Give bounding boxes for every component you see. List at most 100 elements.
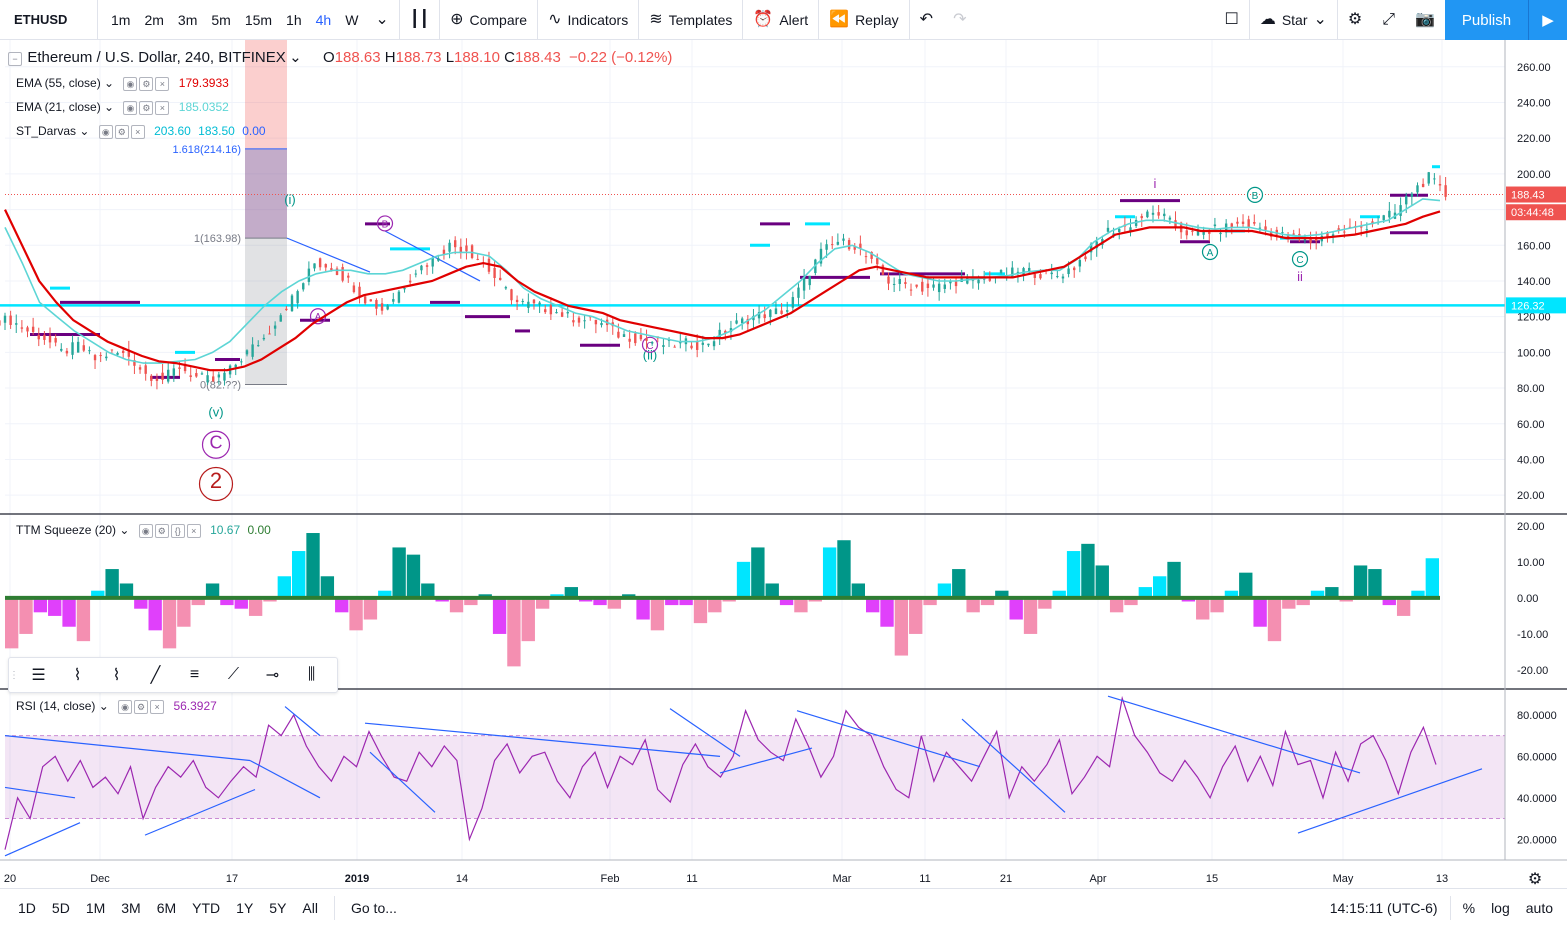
- range-1y[interactable]: 1Y: [236, 900, 254, 916]
- interval-1h[interactable]: 1h: [286, 11, 302, 28]
- interval-1m[interactable]: 1m: [111, 11, 131, 28]
- ttm-bar: [363, 597, 378, 620]
- interval-W[interactable]: W: [345, 11, 359, 28]
- range-5y[interactable]: 5Y: [269, 900, 287, 916]
- gear-icon[interactable]: ⚙: [134, 699, 149, 714]
- rsi-trend-line: [364, 722, 721, 757]
- gear-icon[interactable]: ⚙: [139, 76, 154, 91]
- alert-label: Alert: [779, 11, 809, 28]
- fullscreen-layout-button[interactable]: ☐: [1214, 0, 1248, 40]
- ttm-bar: [679, 597, 693, 606]
- divider: [1336, 0, 1338, 40]
- range-1d[interactable]: 1D: [18, 900, 36, 916]
- symbol-search[interactable]: ETHUSD: [0, 0, 98, 40]
- close-icon[interactable]: ×: [155, 100, 170, 115]
- percent-toggle[interactable]: %: [1462, 900, 1476, 916]
- darvas-legend[interactable]: ST_Darvas ⌄ ◉ ⚙ × 203.60 183.50 0.00: [16, 124, 266, 139]
- goto-button[interactable]: Go to...: [350, 900, 397, 916]
- wave-label-2-circle: [198, 466, 234, 502]
- fib-retracement-icon[interactable]: ≡: [189, 666, 200, 683]
- range-6m[interactable]: 6M: [156, 900, 177, 916]
- play-icon[interactable]: ▶: [1528, 0, 1567, 40]
- interval-3m[interactable]: 3m: [177, 11, 198, 28]
- publish-label: Publish: [1461, 11, 1512, 29]
- undo-button[interactable]: ↶: [910, 0, 943, 40]
- interval-dropdown[interactable]: ⌄: [365, 0, 398, 40]
- candle-body: [71, 342, 74, 355]
- range-all[interactable]: All: [302, 900, 318, 916]
- horizontal-ray-icon[interactable]: ⊸: [265, 667, 280, 684]
- chart-style-button[interactable]: ┃┃: [400, 0, 439, 40]
- horizontal-lines-icon[interactable]: ☰: [31, 667, 46, 684]
- ttm-bar: [1009, 597, 1023, 620]
- gear-icon[interactable]: ⚙: [139, 100, 154, 115]
- interval-2m[interactable]: 2m: [144, 11, 164, 28]
- candle-body: [1427, 172, 1430, 184]
- indicators-button[interactable]: ∿ Indicators: [538, 0, 638, 40]
- ema55-legend[interactable]: EMA (55, close) ⌄ ◉ ⚙ × 179.3933: [16, 76, 229, 91]
- chart-canvas[interactable]: 1.618(214.16)1(163.98)0(82.??)C2(v)(i)(i…: [0, 40, 1567, 888]
- close-icon[interactable]: ×: [155, 76, 170, 91]
- hline-price-label-bg: [1506, 297, 1566, 314]
- candle-body: [695, 341, 699, 350]
- publish-button[interactable]: Publish ▶: [1445, 0, 1567, 40]
- collapse-icon[interactable]: −: [8, 51, 22, 66]
- trend-line-icon[interactable]: ╱: [150, 667, 161, 684]
- range-3m[interactable]: 3M: [121, 900, 141, 916]
- alert-button[interactable]: ⏰ Alert: [743, 0, 818, 40]
- candle-body: [1067, 268, 1070, 275]
- elliott-correction-icon[interactable]: ⌇: [112, 667, 121, 684]
- interval-15m[interactable]: 15m: [244, 11, 273, 28]
- wave-label-c-2-circle: [1291, 251, 1309, 268]
- elliott-impulse-icon[interactable]: ⌇: [73, 667, 82, 684]
- auto-toggle[interactable]: auto: [1525, 900, 1553, 916]
- gear-icon[interactable]: ⚙: [154, 523, 169, 538]
- candle-body: [0, 320, 1, 326]
- close-icon[interactable]: ×: [150, 699, 165, 714]
- compare-button[interactable]: ⊕ Compare: [440, 0, 537, 40]
- source-icon[interactable]: {}: [170, 523, 185, 538]
- ray-icon[interactable]: ⟋: [227, 666, 240, 683]
- interval-5m[interactable]: 5m: [211, 11, 231, 28]
- divider: [537, 0, 539, 40]
- candle-body: [341, 267, 344, 281]
- candle-body: [476, 258, 479, 260]
- eye-icon[interactable]: ◉: [118, 699, 133, 714]
- replay-button[interactable]: ⏪ Replay: [819, 0, 909, 40]
- close-icon[interactable]: ×: [186, 523, 201, 538]
- camera-icon: 📷: [1415, 10, 1435, 28]
- candle-body: [1151, 212, 1155, 215]
- close-icon[interactable]: ×: [130, 124, 145, 139]
- chevron-down-icon[interactable]: ⌄: [289, 49, 302, 66]
- candle-body: [532, 299, 536, 304]
- eye-icon[interactable]: ◉: [138, 523, 153, 538]
- settings-button[interactable]: ⚙: [1338, 0, 1372, 40]
- candle-body: [302, 283, 305, 290]
- range-1m[interactable]: 1M: [85, 900, 106, 916]
- ema21-legend[interactable]: EMA (21, close) ⌄ ◉ ⚙ × 185.0352: [16, 100, 229, 115]
- candle-body: [1264, 226, 1267, 230]
- log-toggle[interactable]: log: [1491, 900, 1510, 916]
- snapshot-button[interactable]: 📷: [1405, 0, 1445, 40]
- bars-pattern-icon[interactable]: ⫼: [307, 666, 316, 683]
- drag-handle-icon[interactable]: ⋮: [9, 669, 19, 681]
- eye-icon[interactable]: ◉: [98, 124, 113, 139]
- redo-button[interactable]: ↷: [943, 0, 976, 40]
- ttm-legend[interactable]: TTM Squeeze (20) ⌄ ◉ ⚙{} × 10.67 0.00: [16, 523, 271, 538]
- time-tick-label: 14: [456, 873, 468, 885]
- candle-body: [375, 299, 378, 309]
- eye-icon[interactable]: ◉: [123, 100, 138, 115]
- gear-icon[interactable]: ⚙: [114, 124, 129, 139]
- eye-icon[interactable]: ◉: [123, 76, 138, 91]
- bottom-toolbar: 1D 5D 1M 3M 6M YTD 1Y 5Y All Go to... 14:15:11 (…: [0, 888, 1567, 927]
- range-5d[interactable]: 5D: [51, 900, 70, 916]
- rsi-legend[interactable]: RSI (14, close) ⌄ ◉ ⚙ × 56.3927: [16, 699, 217, 714]
- symbol-title[interactable]: Ethereum / U.S. Dollar, 240, BITFINEX: [27, 49, 286, 66]
- interval-4h[interactable]: 4h: [315, 11, 332, 28]
- fullscreen-button[interactable]: ⤢: [1372, 0, 1405, 40]
- templates-button[interactable]: ≋ Templates: [639, 0, 742, 40]
- range-ytd[interactable]: YTD: [192, 900, 221, 916]
- ema55-line: [4, 209, 1441, 372]
- clock[interactable]: 14:15:11 (UTC-6): [1329, 900, 1438, 916]
- star-button[interactable]: ☁ Star ⌄: [1250, 0, 1337, 40]
